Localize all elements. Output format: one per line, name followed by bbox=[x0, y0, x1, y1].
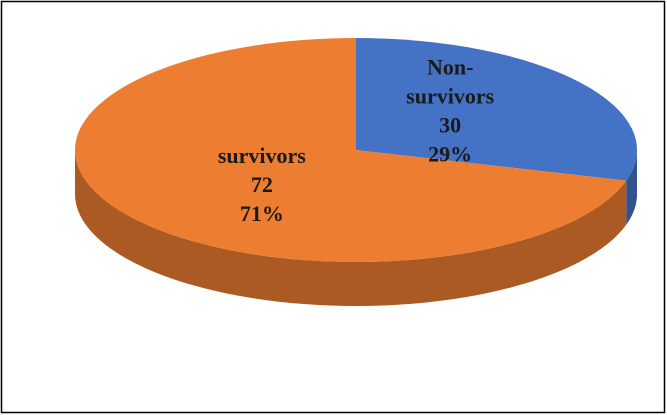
slice bbox=[356, 38, 637, 181]
labels: Non-survivors 30 29% survivors 72 71% bbox=[218, 55, 495, 226]
pie bbox=[74, 38, 637, 306]
side-shade bbox=[75, 150, 627, 306]
value-label: 30 bbox=[439, 113, 461, 138]
value-label: 72 bbox=[251, 172, 273, 197]
category-label: Non-survivors bbox=[406, 55, 494, 109]
slice bbox=[74, 38, 627, 263]
slice-side bbox=[626, 150, 637, 225]
percent-label: 29% bbox=[428, 142, 472, 167]
percent-label: 71% bbox=[240, 201, 284, 226]
side-shade bbox=[626, 150, 637, 225]
category-label: survivors bbox=[218, 143, 306, 168]
slice-side bbox=[75, 150, 627, 306]
